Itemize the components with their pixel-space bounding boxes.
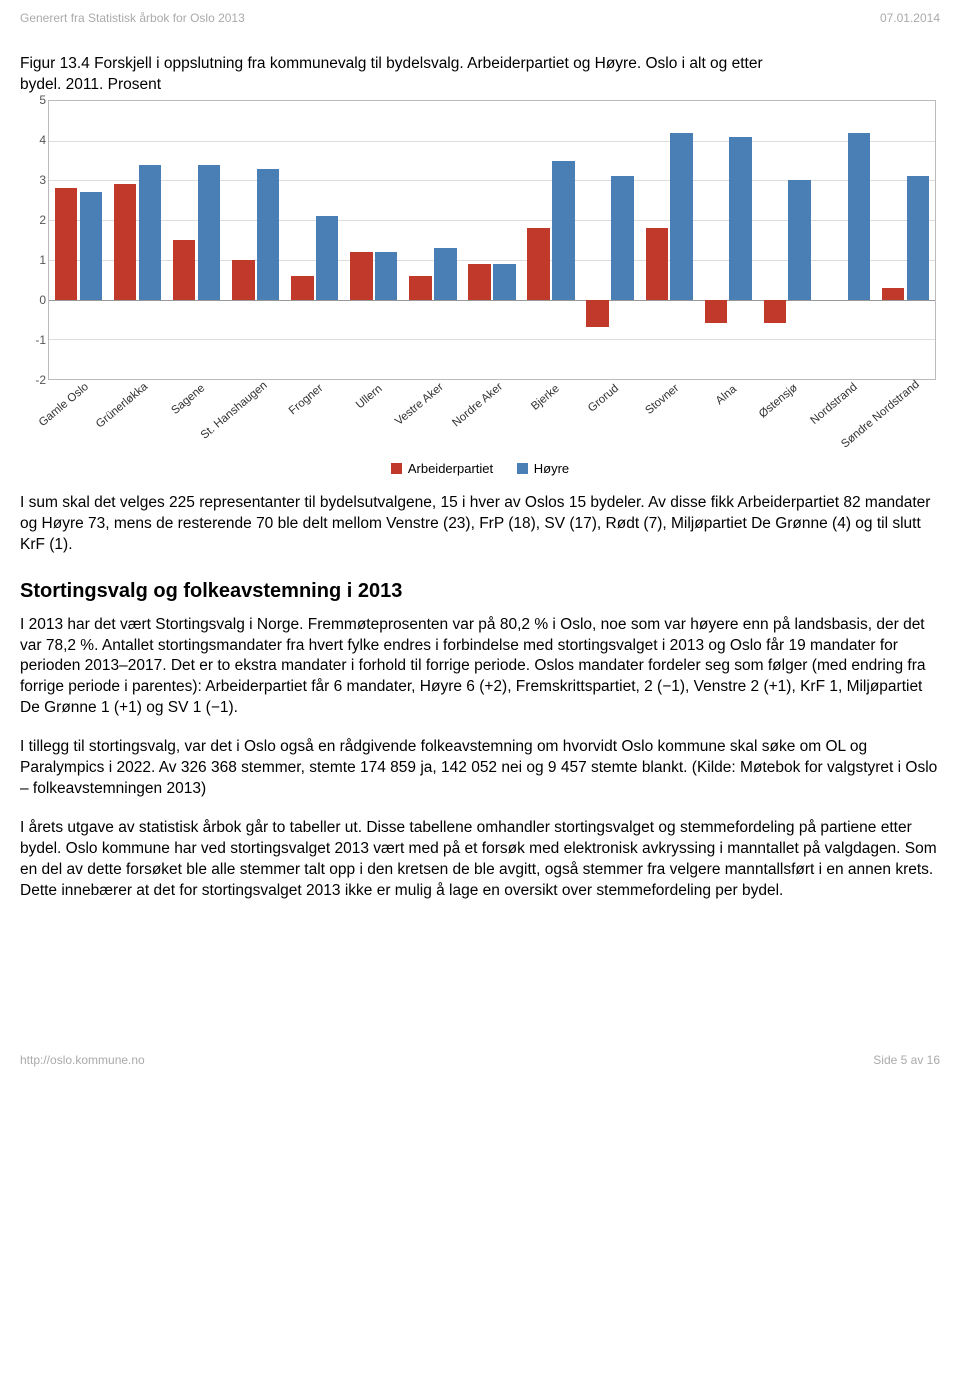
x-axis-labels: Gamle OsloGrünerløkkaSageneSt. Hanshauge… <box>48 380 936 458</box>
bar-hoyre <box>80 192 102 299</box>
x-label-text: Ullern <box>353 382 386 413</box>
x-label-text: Frogner <box>287 381 328 419</box>
chart: -2-1012345 Gamle OsloGrünerløkkaSageneSt… <box>20 100 940 479</box>
bar-arbeiderpartiet <box>409 276 431 300</box>
y-tick-label: 3 <box>39 172 46 188</box>
bar-arbeiderpartiet <box>468 264 490 300</box>
x-label: Frogner <box>285 380 344 458</box>
category-group <box>344 101 403 379</box>
paragraph-1: I sum skal det velges 225 representanter… <box>20 493 940 556</box>
paragraph-4: I årets utgave av statistisk årbok går t… <box>20 818 940 902</box>
y-tick-label: -2 <box>35 372 46 388</box>
x-label: Grorud <box>581 380 640 458</box>
bar-hoyre <box>375 252 397 300</box>
bar-arbeiderpartiet <box>173 240 195 300</box>
y-tick-label: -1 <box>35 332 46 348</box>
section-heading: Stortingsvalg og folkeavstemning i 2013 <box>20 578 940 605</box>
category-group <box>403 101 462 379</box>
category-group <box>640 101 699 379</box>
bar-hoyre <box>670 133 692 300</box>
bar-hoyre <box>257 169 279 300</box>
bar-arbeiderpartiet <box>232 260 254 300</box>
x-label-text: Alna <box>713 383 741 410</box>
bar-hoyre <box>611 176 633 299</box>
category-group <box>817 101 876 379</box>
bar-arbeiderpartiet <box>527 228 549 299</box>
paragraph-2: I 2013 har det vært Stortingsvalg i Norg… <box>20 615 940 720</box>
legend-label-hoyre: Høyre <box>534 460 569 478</box>
x-label: St. Hanshaugen <box>226 380 285 458</box>
footer-left: http://oslo.kommune.no <box>20 1052 145 1068</box>
legend-label-arbeiderpartiet: Arbeiderpartiet <box>408 460 493 478</box>
x-label-text: Bjerke <box>529 382 564 415</box>
category-group <box>522 101 581 379</box>
category-group <box>581 101 640 379</box>
plot-area <box>48 100 936 380</box>
x-label: Grünerløkka <box>107 380 166 458</box>
category-group <box>876 101 935 379</box>
paragraph-3: I tillegg til stortingsvalg, var det i O… <box>20 737 940 800</box>
bar-arbeiderpartiet <box>646 228 668 299</box>
bars-row <box>49 101 935 379</box>
category-group <box>49 101 108 379</box>
legend-item-arbeiderpartiet: Arbeiderpartiet <box>391 460 493 478</box>
bar-arbeiderpartiet <box>586 300 608 328</box>
bar-arbeiderpartiet <box>705 300 727 324</box>
bar-hoyre <box>788 180 810 299</box>
bar-hoyre <box>493 264 515 300</box>
bar-arbeiderpartiet <box>55 188 77 299</box>
category-group <box>758 101 817 379</box>
header-bar: Generert fra Statistisk årbok for Oslo 2… <box>20 8 940 54</box>
bar-hoyre <box>552 161 574 300</box>
header-right: 07.01.2014 <box>880 10 940 26</box>
x-label: Søndre Nordstrand <box>877 380 936 458</box>
bar-hoyre <box>434 248 456 300</box>
category-group <box>285 101 344 379</box>
category-group <box>462 101 521 379</box>
bar-hoyre <box>316 216 338 299</box>
header-left: Generert fra Statistisk årbok for Oslo 2… <box>20 10 245 26</box>
chart-area: -2-1012345 <box>48 100 936 380</box>
category-group <box>699 101 758 379</box>
category-group <box>167 101 226 379</box>
bar-hoyre <box>848 133 870 300</box>
x-label: Nordre Aker <box>462 380 521 458</box>
x-label-text: Grorud <box>586 382 623 417</box>
x-label-text: Stovner <box>642 381 682 418</box>
footer-bar: http://oslo.kommune.no Side 5 av 16 <box>20 1052 940 1072</box>
y-tick-label: 5 <box>39 92 46 108</box>
category-group <box>108 101 167 379</box>
figure-caption: Figur 13.4 Forskjell i oppslutning fra k… <box>20 54 940 96</box>
x-label: Alna <box>699 380 758 458</box>
legend-swatch-hoyre <box>517 463 528 474</box>
y-tick-label: 1 <box>39 252 46 268</box>
legend-swatch-arbeiderpartiet <box>391 463 402 474</box>
x-label-text: Østensjø <box>756 381 801 422</box>
x-label-text: Sagene <box>169 381 209 418</box>
bar-arbeiderpartiet <box>764 300 786 324</box>
y-axis: -2-1012345 <box>24 100 46 380</box>
bar-arbeiderpartiet <box>114 184 136 299</box>
y-tick-label: 0 <box>39 292 46 308</box>
caption-line2: bydel. 2011. Prosent <box>20 76 161 93</box>
bar-hoyre <box>907 176 929 299</box>
bar-arbeiderpartiet <box>350 252 372 300</box>
x-label: Bjerke <box>522 380 581 458</box>
y-tick-label: 2 <box>39 212 46 228</box>
y-tick-label: 4 <box>39 132 46 148</box>
bar-arbeiderpartiet <box>882 288 904 300</box>
caption-line1: Figur 13.4 Forskjell i oppslutning fra k… <box>20 55 763 72</box>
legend-item-hoyre: Høyre <box>517 460 569 478</box>
bar-hoyre <box>198 165 220 300</box>
bar-arbeiderpartiet <box>291 276 313 300</box>
x-label: Stovner <box>640 380 699 458</box>
legend: Arbeiderpartiet Høyre <box>20 460 940 479</box>
bar-hoyre <box>139 165 161 300</box>
bar-hoyre <box>729 137 751 300</box>
footer-right: Side 5 av 16 <box>873 1052 940 1068</box>
page: Generert fra Statistisk årbok for Oslo 2… <box>0 0 960 1092</box>
category-group <box>226 101 285 379</box>
